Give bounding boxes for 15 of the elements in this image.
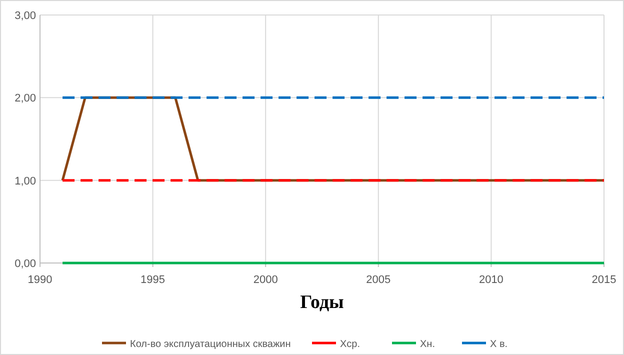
legend-label: Хср. bbox=[340, 339, 360, 350]
y-tick-label: 2,00 bbox=[14, 92, 36, 105]
x-tick-label: 1995 bbox=[140, 274, 166, 286]
x-tick-label: 2000 bbox=[253, 274, 278, 286]
legend-label: Х в. bbox=[490, 339, 508, 350]
x-tick-label: 2015 bbox=[592, 274, 616, 286]
y-tick-label: 1,00 bbox=[14, 175, 36, 188]
x-axis-title: Годы bbox=[300, 292, 344, 313]
legend-label: Кол-во эксплуатационных скважин bbox=[130, 339, 291, 350]
y-tick-label: 0,00 bbox=[14, 258, 36, 270]
legend-label: Хн. bbox=[420, 339, 435, 350]
y-tick-label: 3,00 bbox=[14, 10, 36, 22]
x-tick-label: 1990 bbox=[28, 274, 52, 286]
x-tick-label: 2005 bbox=[366, 274, 391, 286]
x-tick-label: 2010 bbox=[478, 274, 504, 286]
